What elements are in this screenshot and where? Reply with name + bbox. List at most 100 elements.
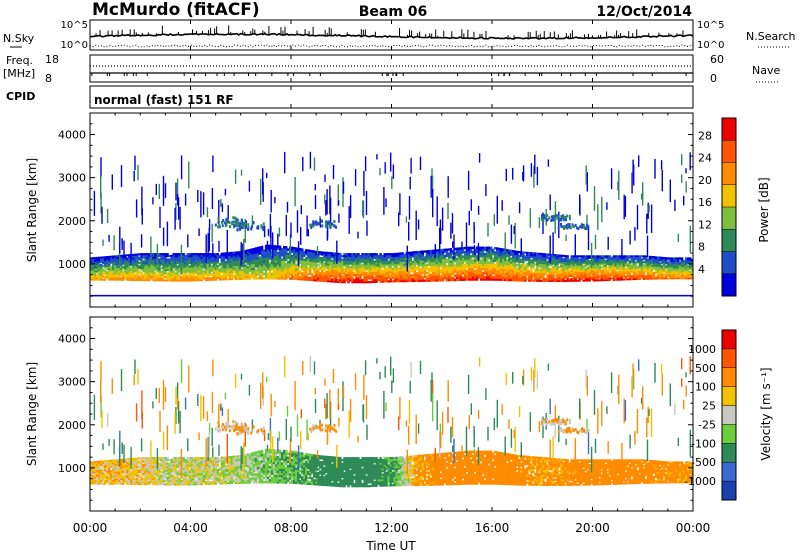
power-cell <box>339 253 341 255</box>
power-cell <box>138 270 140 272</box>
station-title: McMurdo (fitACF) <box>92 0 260 20</box>
nsky-traces <box>90 25 693 47</box>
power-speckle <box>681 154 682 165</box>
power-cell <box>681 257 683 259</box>
power-cell <box>381 255 383 257</box>
power-speckle <box>306 216 307 237</box>
power-cell <box>530 270 532 272</box>
power-cell <box>138 265 140 267</box>
cpid-text: normal (fast) 151 RF <box>94 93 234 107</box>
power-cell <box>566 255 568 257</box>
power-speckle <box>365 156 366 171</box>
power-cell <box>623 255 625 257</box>
power-cell <box>321 257 323 259</box>
power-cell <box>526 268 528 270</box>
power-cell <box>201 257 203 259</box>
power-nearrange-cell <box>603 295 605 297</box>
power-nearrange-cell <box>281 295 283 297</box>
power-cell <box>285 246 287 249</box>
power-speckle <box>284 152 285 173</box>
power-cell <box>502 248 504 250</box>
power-cell <box>623 279 625 281</box>
power-cell <box>402 265 404 267</box>
power-nearrange-cell <box>118 295 120 297</box>
power-nearrange-cell <box>643 295 645 297</box>
power-speckle <box>624 195 625 220</box>
power-cell <box>643 264 645 266</box>
power-speckle <box>142 208 143 224</box>
power-cell <box>562 258 564 260</box>
date-title: 12/Oct/2014 <box>596 4 692 20</box>
power-cell <box>402 276 404 278</box>
power-cell <box>259 267 261 269</box>
power-cell <box>259 259 261 261</box>
power-nearrange-cell <box>321 295 323 297</box>
power-speckle <box>398 213 399 227</box>
power-nearrange-cell <box>339 295 341 297</box>
power-cell <box>540 253 542 255</box>
power-cell <box>160 255 162 257</box>
power-speckle <box>187 234 188 247</box>
power-cell <box>643 255 645 257</box>
power-cell <box>582 265 584 267</box>
power-cell <box>643 261 645 263</box>
power-nearrange-cell <box>241 295 243 297</box>
power-speckle <box>175 183 176 201</box>
power-cell <box>201 262 203 264</box>
power-cell <box>663 276 665 278</box>
power-cell <box>160 278 162 280</box>
power-nearrange-cell <box>540 295 542 297</box>
power-nearrange-cell <box>138 295 140 297</box>
power-cell <box>160 264 162 266</box>
power-speckle <box>279 228 280 237</box>
power-speckle <box>363 171 364 196</box>
power-cell <box>201 253 203 255</box>
power-cell <box>402 258 404 260</box>
power-nearrange-cell <box>381 295 383 297</box>
power-nearrange-cell <box>482 295 484 297</box>
power-nearrange-cell <box>582 295 584 297</box>
power-nearrange-cell <box>180 295 182 297</box>
power-speckle <box>391 177 392 189</box>
power-cell <box>201 269 203 271</box>
power-speckle <box>437 196 438 226</box>
power-cell <box>138 279 140 281</box>
power-cell <box>381 264 383 266</box>
power-cell <box>259 263 261 265</box>
power-cell <box>442 265 444 267</box>
nsearch-tick-low: 10^0 <box>697 40 724 51</box>
power-cell <box>160 253 162 255</box>
power-speckle <box>674 200 675 211</box>
power-cell <box>402 262 404 264</box>
cpid-label: CPID <box>6 90 35 103</box>
power-cell <box>381 270 383 272</box>
power-nearrange-cell <box>259 295 261 297</box>
power-cell <box>261 246 263 249</box>
freq-tick-low: 8 <box>45 72 52 85</box>
power-cell <box>138 257 140 259</box>
power-cell <box>138 253 140 255</box>
power-speckle <box>108 235 109 242</box>
power-nearrange-cell <box>301 295 303 297</box>
power-cell <box>100 257 102 259</box>
power-speckle <box>531 163 532 177</box>
power-speckle <box>393 165 394 179</box>
power-cell <box>422 264 424 266</box>
power-cell <box>402 269 404 271</box>
power-data-layer <box>90 152 693 297</box>
power-cell <box>100 264 102 266</box>
power-cell <box>402 273 404 275</box>
power-cell <box>281 258 283 261</box>
power-nearrange-cell <box>502 295 504 297</box>
nsearch-label: N.Search <box>746 30 796 43</box>
power-cell <box>522 251 524 253</box>
power-cell <box>663 257 665 259</box>
power-cell <box>381 277 383 279</box>
power-cell <box>482 255 484 258</box>
nave-label: Nave <box>752 64 780 77</box>
power-cell <box>138 276 140 278</box>
power-speckle <box>159 184 160 199</box>
power-cell <box>361 264 363 266</box>
power-nearrange-cell <box>422 295 424 297</box>
power-cell <box>138 262 140 264</box>
